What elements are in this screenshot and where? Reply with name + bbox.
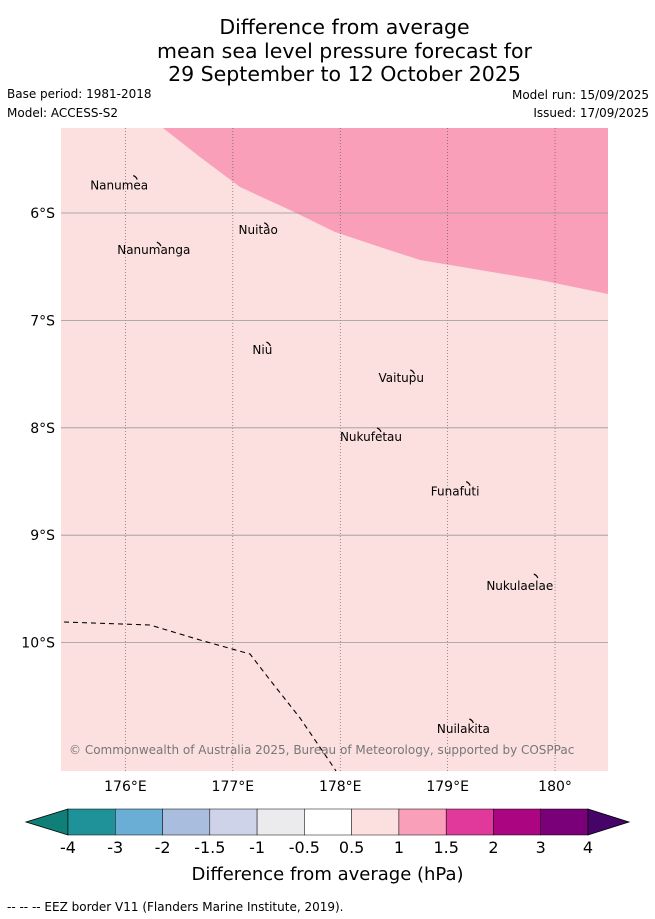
- colorbar-tick-label: 2: [488, 838, 498, 857]
- colorbar-tick-label: -4: [60, 838, 76, 857]
- latitude-tick-label: 6°S: [30, 206, 55, 222]
- colorbar-tick-label: 3: [536, 838, 546, 857]
- colorbar-segment: [162, 808, 211, 836]
- island-label: Nuitao: [239, 223, 278, 237]
- anomaly-1-1.5-region: [163, 128, 608, 294]
- title-line-1: Difference from average: [219, 15, 470, 39]
- colorbar-tick-label: 1.5: [433, 838, 458, 857]
- island-shape: [263, 222, 269, 228]
- island-label: Nanumea: [90, 179, 148, 193]
- colorbar-segment: [445, 808, 494, 836]
- longitude-tick-label: 176°E: [104, 779, 147, 795]
- colorbar-tick-label: 4: [583, 838, 593, 857]
- model-text: Model: ACCESS-S2: [7, 106, 119, 120]
- colorbar-tick-label: 1: [394, 838, 404, 857]
- colorbar-segment: [304, 808, 352, 836]
- island-label: Nuilakita: [437, 722, 490, 736]
- island-label: Vaitupu: [379, 371, 425, 385]
- eez-footnote: -- -- -- EEZ border V11 (Flanders Marine…: [7, 900, 344, 914]
- island-shape: [533, 573, 539, 579]
- colorbar-segment: [351, 808, 400, 836]
- colorbar-tick-label: 0.5: [339, 838, 364, 857]
- island-shape: [132, 174, 138, 180]
- longitude-tick-label: 177°E: [212, 779, 255, 795]
- eez-border: [63, 621, 337, 772]
- base-period-text: Base period: 1981-2018: [7, 87, 152, 101]
- colorbar-segment: [67, 808, 116, 836]
- colorbar-segment: [398, 808, 447, 836]
- colorbar-segment: [256, 808, 305, 836]
- latitude-tick-label: 7°S: [30, 313, 55, 329]
- colorbar-tick-label: -1.5: [194, 838, 225, 857]
- colorbar-tick-label: -1: [249, 838, 265, 857]
- colorbar-segment: [493, 808, 541, 836]
- island-shape: [469, 718, 474, 724]
- island-shape: [156, 241, 162, 247]
- longitude-tick-label: 178°E: [319, 779, 362, 795]
- copyright-text: © Commonwealth of Australia 2025, Bureau…: [69, 743, 574, 757]
- island-label: Funafuti: [431, 485, 480, 499]
- colorbar-label: Difference from average (hPa): [191, 864, 464, 885]
- colorbar-segment: [115, 808, 163, 836]
- title-line-3: 29 September to 12 October 2025: [168, 62, 521, 86]
- latitude-tick-label: 8°S: [30, 421, 55, 437]
- island-shape: [410, 369, 415, 375]
- map-title: Difference from average mean sea level p…: [0, 15, 655, 87]
- island-label: Nanumanga: [117, 243, 190, 257]
- latitude-tick-label: 10°S: [21, 636, 55, 652]
- island-label: Niu: [252, 343, 272, 357]
- colorbar-tick-label: -2: [155, 838, 171, 857]
- colorbar-extend-low: [24, 808, 69, 836]
- island-shape: [465, 481, 471, 486]
- island-label: Nukufetau: [340, 430, 402, 444]
- colorbar-segment: [540, 808, 589, 836]
- title-line-2: mean sea level pressure forecast for: [157, 38, 532, 63]
- issued-text: Issued: 17/09/2025: [533, 106, 649, 120]
- longitude-tick-label: 179°E: [426, 779, 469, 795]
- latitude-tick-label: 9°S: [30, 528, 55, 544]
- longitude-tick-label: 180°: [538, 779, 572, 795]
- island-shape: [376, 427, 382, 433]
- island-label: Nukulaelae: [486, 579, 553, 593]
- colorbar-extend-high: [587, 808, 631, 836]
- colorbar-tick-label: -0.5: [289, 838, 320, 857]
- model-run-text: Model run: 15/09/2025: [511, 88, 649, 102]
- colorbar-segment: [209, 808, 258, 836]
- colorbar-tick-label: -3: [107, 838, 123, 857]
- island-shape: [266, 341, 271, 347]
